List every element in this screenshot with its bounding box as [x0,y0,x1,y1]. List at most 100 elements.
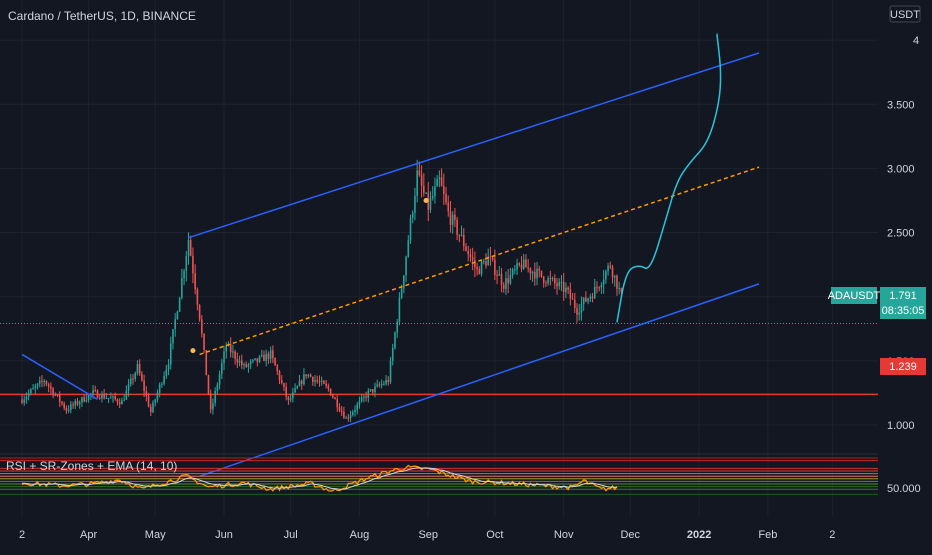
candle-body [27,393,30,397]
currency-box[interactable] [889,5,921,23]
candle-body [538,268,541,271]
candle-body [285,387,287,397]
candle-body [327,385,330,389]
candle-body [365,396,367,398]
candle-body [414,195,416,213]
candle-body [405,256,407,276]
candle-body [65,408,68,411]
candle-body [474,260,476,267]
candle-body [145,391,148,397]
candle-body [243,364,245,366]
candle-body [87,394,90,401]
candle-body [380,384,383,386]
projection-curve [616,33,722,323]
candle-body [556,283,558,287]
support-price-tag [880,358,926,375]
candle-body [476,266,478,270]
candle-body [418,170,421,176]
price-tags: ADAUSDT 1.791 08:35:05 1.239 [828,287,926,375]
candle-body [167,364,170,370]
candle-body [332,395,334,398]
candle-body [161,383,163,385]
x-tick-label: Feb [758,529,777,541]
candle-body [398,297,401,322]
candle-body [305,374,307,377]
candle-body [374,386,376,393]
candle-body [287,396,290,400]
candle-body [345,417,347,419]
candle-body [212,403,214,410]
candle-body [129,378,132,385]
candle-body [545,282,547,284]
indicator-label[interactable]: RSI + SR-Zones + EMA (14, 10) [6,459,178,473]
candle-body [283,383,285,388]
candle-body [502,284,505,289]
candle-body [480,261,483,275]
candle-body [98,397,101,399]
candle-body [36,383,39,387]
candle-body [514,269,516,271]
candle-body [94,390,97,392]
candle-body [507,278,509,284]
candle-body [547,278,549,284]
candle-body [252,359,254,362]
candle-body [45,381,48,385]
candle-body [334,397,336,400]
candle-body [389,360,392,383]
candle-body [391,348,394,361]
candle-body [92,390,94,394]
candle-body [569,289,572,299]
candle-body [218,374,221,385]
candle-body [72,404,74,406]
countdown-value: 08:35:05 [882,305,925,317]
candle-body [416,170,418,196]
candle-body [609,265,612,268]
candle-body [407,240,410,257]
candle-body [78,402,81,405]
candle-body [356,404,359,410]
candle-body [369,389,372,391]
candle-body [265,353,267,362]
candle-body [363,396,365,398]
candle-body [289,398,292,400]
y-tick-label: 4 [913,35,919,47]
x-tick-label: Sep [418,529,438,541]
candle-body [465,246,467,251]
candle-body [403,275,405,289]
x-tick-label: 2 [829,529,835,541]
candle-body [229,343,232,353]
candle-body [205,350,208,376]
candle-body [529,267,532,274]
candle-body [105,397,108,399]
candle-body [456,219,458,235]
candle-body [531,271,534,274]
x-tick-label: Dec [620,529,640,541]
candle-body [438,177,441,179]
candle-body [76,401,79,405]
y-tick-label: 3.000 [887,163,915,175]
candle-body [487,256,489,266]
candle-body [316,380,319,382]
candle-body [178,297,181,312]
candle-body [605,271,607,280]
candle-body [209,393,212,410]
rsi-pane [0,457,878,495]
candle-body [216,384,219,391]
candle-body [90,393,92,395]
candle-body [294,388,296,393]
candle-body [34,386,37,389]
candle-body [147,396,150,407]
candle-body [593,286,596,299]
candle-body [54,394,57,396]
candle-body [307,374,310,377]
symbol-tag-label: ADAUSDT [828,290,881,302]
candle-body [163,376,165,384]
candle-body [491,257,494,260]
candle-body [449,211,452,225]
candle-body [551,278,554,280]
candle-body [354,409,356,413]
candle-body [596,286,598,288]
candle-body [152,402,154,413]
candle-body [360,397,363,402]
